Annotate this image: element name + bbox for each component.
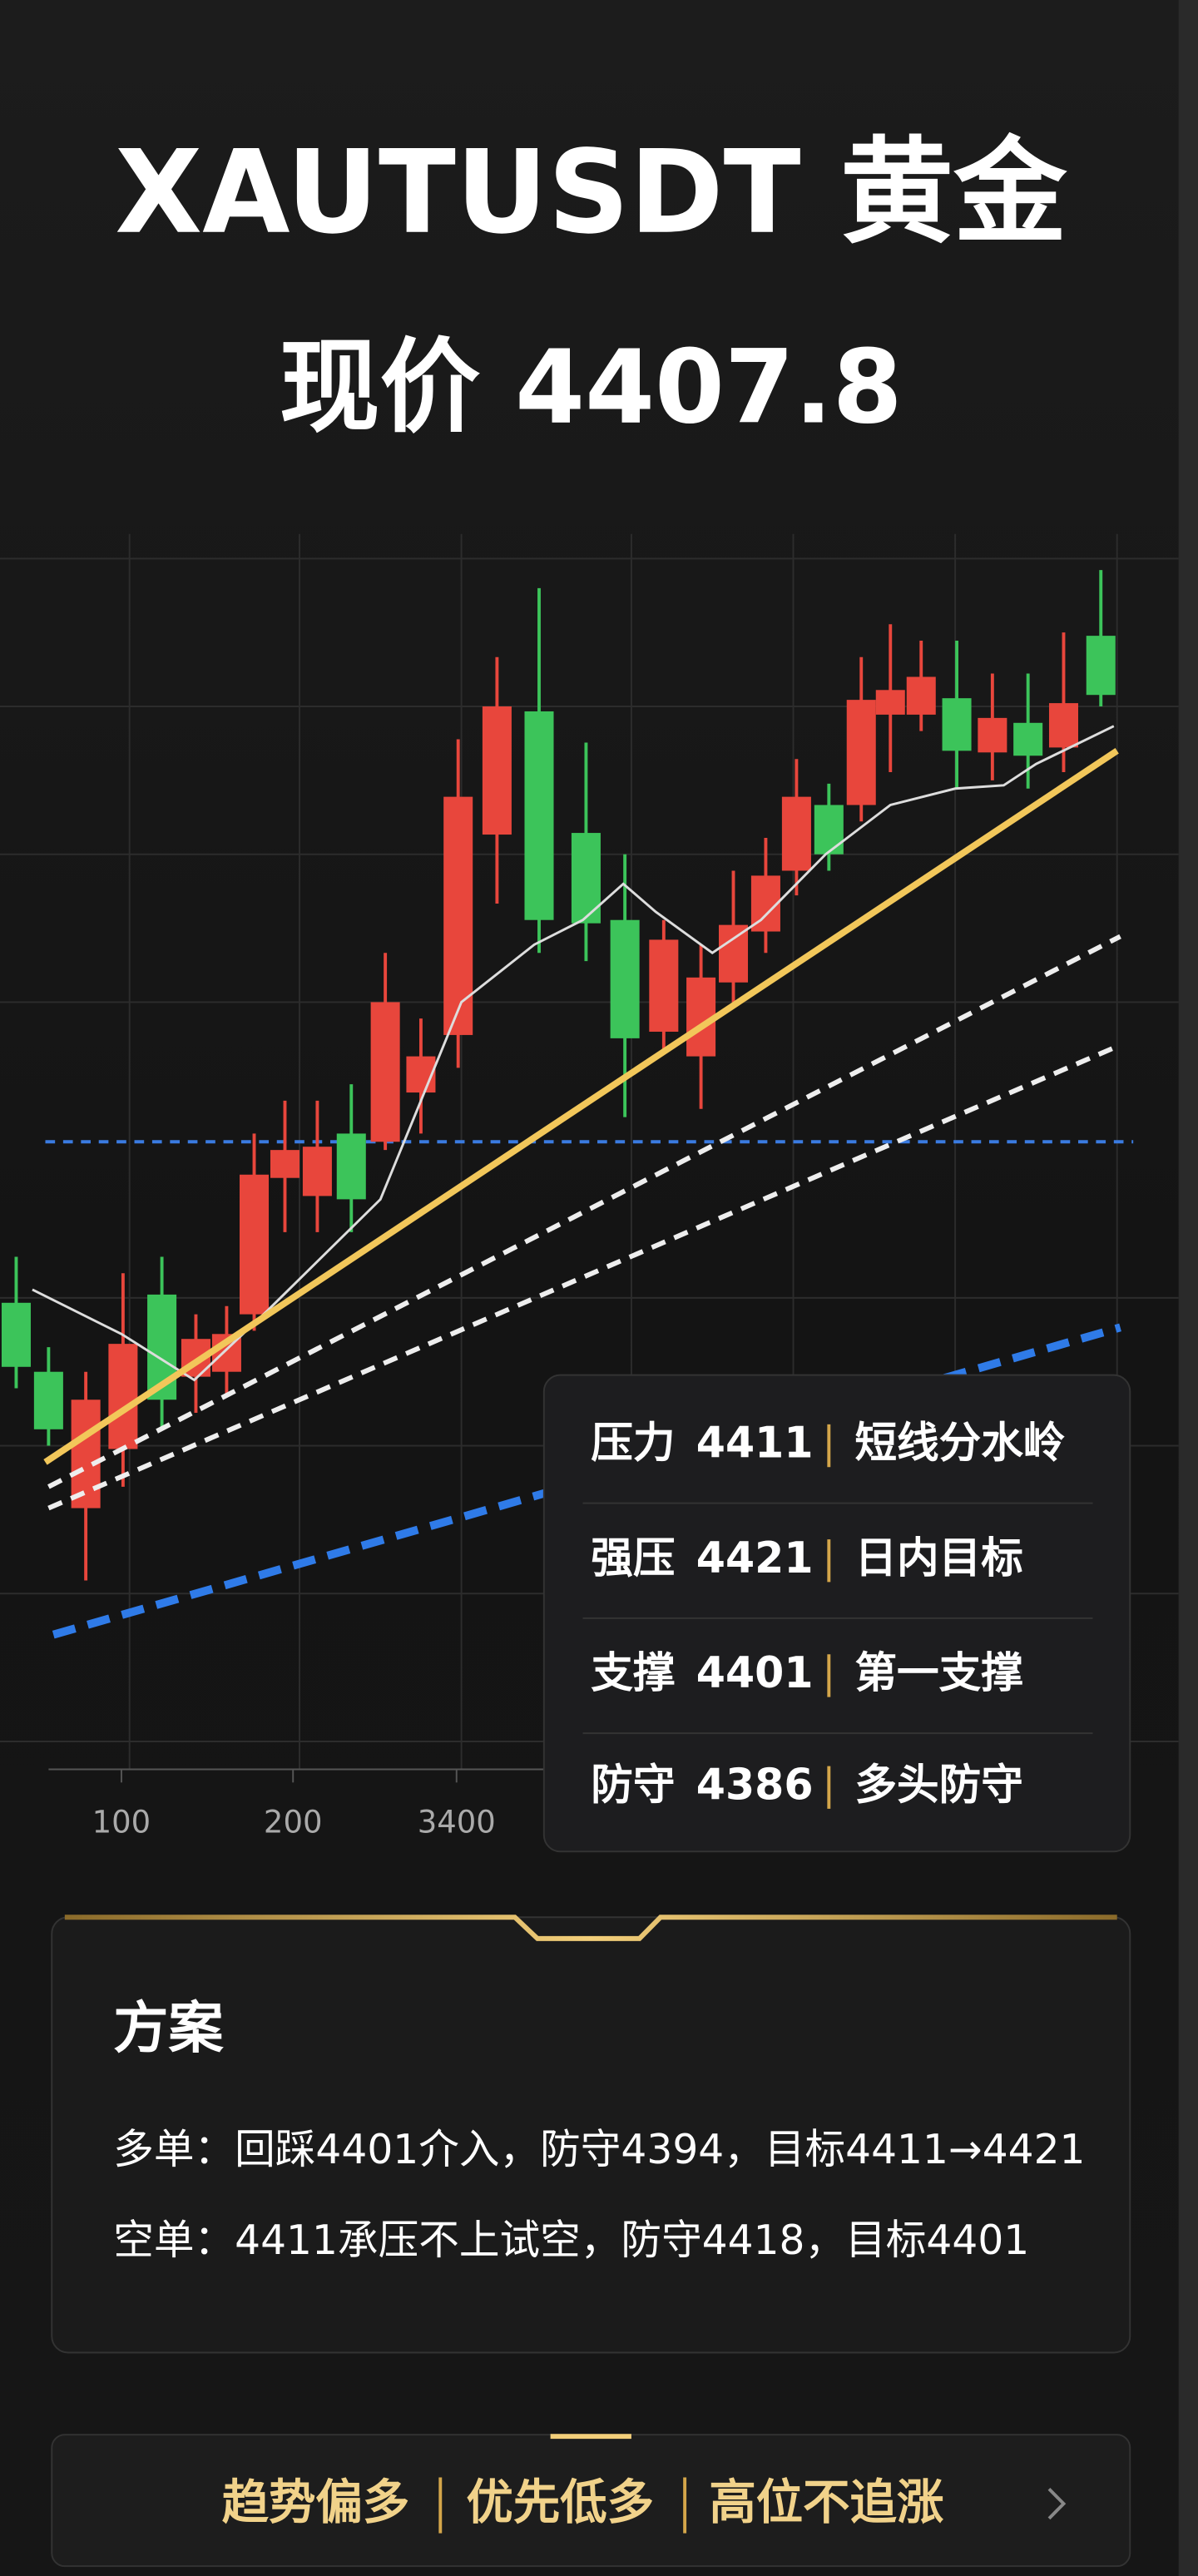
candle-body: [978, 717, 1007, 753]
candle-body: [108, 1344, 138, 1449]
footer-tag: 趋势偏多: [222, 2474, 410, 2529]
candle-body: [1086, 636, 1116, 696]
candle-body: [336, 1133, 366, 1200]
level-note: 短线分水岭: [854, 1419, 1065, 1468]
plan-panel: [51, 1916, 1131, 2354]
level-value: 4386: [696, 1761, 814, 1810]
level-label: 压力: [591, 1419, 675, 1468]
trend-line: [43, 748, 1119, 1465]
level-note: 多头防守: [854, 1761, 1022, 1810]
candle-body: [846, 700, 876, 805]
chart: 100 200 3400: [0, 533, 1179, 1840]
level-note: 日内目标: [854, 1534, 1022, 1583]
candle-body: [875, 690, 905, 715]
candle-body: [370, 1002, 400, 1142]
candle-body: [302, 1147, 332, 1196]
plan-title: 方案: [113, 1995, 224, 2061]
edge-strip: [1178, 0, 1198, 2576]
candle-body: [33, 1371, 63, 1429]
title: XAUTUSDT 黄金: [115, 126, 1067, 260]
candle-body: [1048, 703, 1078, 748]
x-tick-label: 100: [92, 1803, 151, 1840]
candle-body: [1013, 722, 1043, 756]
plan-line: 多单：回踩4401介入，防守4394，目标4411→4421: [113, 2126, 1085, 2173]
level-value: 4401: [696, 1649, 814, 1698]
channel-line: [47, 934, 1121, 1489]
candle-body: [610, 919, 640, 1038]
level-label: 防守: [591, 1761, 675, 1810]
plan-border: [64, 1915, 1117, 1941]
candle-body: [814, 805, 844, 855]
candle-body: [443, 796, 473, 1035]
candle-body: [240, 1174, 270, 1315]
candle-body: [482, 706, 512, 835]
level-note: 第一支撑: [854, 1649, 1022, 1698]
level-value: 4411: [696, 1419, 814, 1468]
candle-body: [942, 698, 972, 751]
x-tick-label: 200: [264, 1803, 323, 1840]
level-label: 强压: [591, 1534, 675, 1583]
candle-body: [1, 1302, 31, 1367]
plan-line: 空单：4411承压不上试空，防守4418，目标4401: [113, 2216, 1029, 2263]
candle-body: [571, 833, 601, 924]
level-value: 4421: [696, 1534, 814, 1583]
candle-body: [906, 676, 936, 715]
level-label: 支撑: [591, 1649, 675, 1698]
candle-body: [781, 796, 811, 871]
candle-body: [270, 1150, 300, 1178]
candle-body: [524, 711, 554, 920]
footer-tags: 趋势偏多 优先低多 高位不追涨: [222, 2474, 944, 2534]
candle-body: [719, 924, 749, 983]
price: 现价 4407.8: [280, 327, 903, 446]
footer-tag: 高位不追涨: [709, 2474, 943, 2529]
footer-tag: 优先低多: [466, 2474, 654, 2529]
candle-body: [71, 1399, 101, 1508]
chevron[interactable]: [1047, 2487, 1067, 2520]
x-tick-label: 3400: [418, 1803, 496, 1840]
candle-body: [649, 939, 679, 1032]
